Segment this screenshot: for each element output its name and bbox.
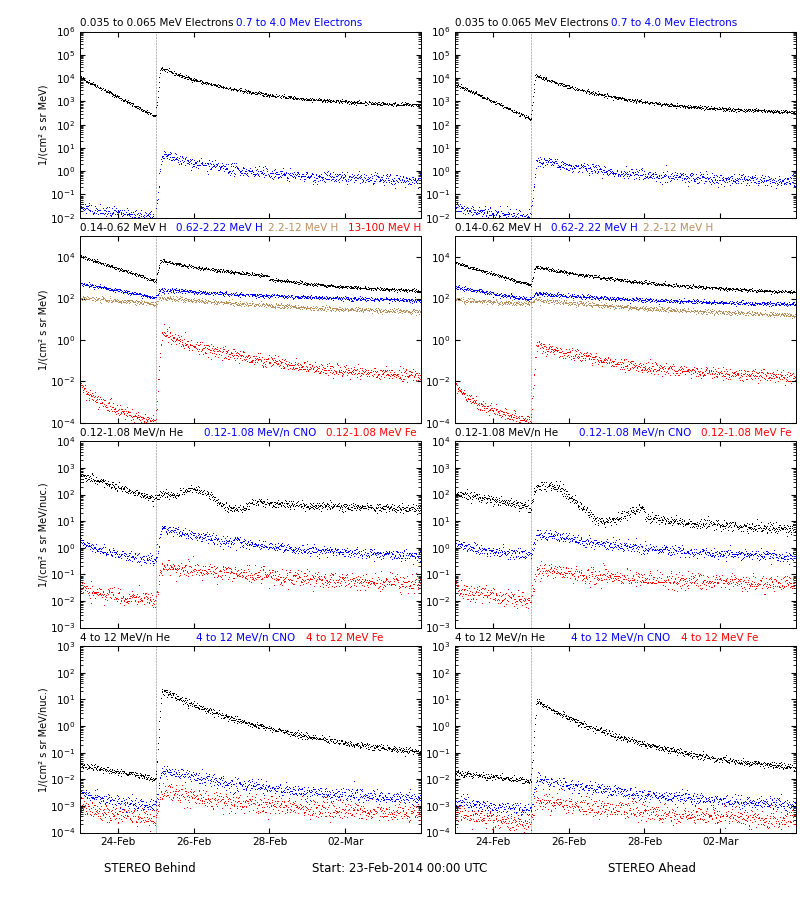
Text: 13-100 MeV H: 13-100 MeV H	[348, 223, 422, 233]
Text: 0.12-1.08 MeV Fe: 0.12-1.08 MeV Fe	[326, 428, 417, 437]
Y-axis label: 1/(cm² s sr MeV/nuc.): 1/(cm² s sr MeV/nuc.)	[38, 687, 48, 792]
Text: 4 to 12 MeV/n He: 4 to 12 MeV/n He	[80, 633, 170, 643]
Y-axis label: 1/(cm² s sr MeV): 1/(cm² s sr MeV)	[38, 289, 48, 370]
Text: Start: 23-Feb-2014 00:00 UTC: Start: 23-Feb-2014 00:00 UTC	[312, 862, 488, 875]
Text: 4 to 12 MeV Fe: 4 to 12 MeV Fe	[306, 633, 384, 643]
Text: 0.7 to 4.0 Mev Electrons: 0.7 to 4.0 Mev Electrons	[611, 18, 738, 28]
Text: 0.12-1.08 MeV Fe: 0.12-1.08 MeV Fe	[702, 428, 792, 437]
Text: 0.12-1.08 MeV/n CNO: 0.12-1.08 MeV/n CNO	[579, 428, 691, 437]
Y-axis label: 1/(cm² s sr MeV): 1/(cm² s sr MeV)	[38, 85, 48, 165]
Text: 2.2-12 MeV H: 2.2-12 MeV H	[643, 223, 714, 233]
Text: 4 to 12 MeV/n CNO: 4 to 12 MeV/n CNO	[196, 633, 295, 643]
Text: 0.62-2.22 MeV H: 0.62-2.22 MeV H	[551, 223, 638, 233]
Text: 0.14-0.62 MeV H: 0.14-0.62 MeV H	[455, 223, 542, 233]
Text: 0.035 to 0.065 MeV Electrons: 0.035 to 0.065 MeV Electrons	[80, 18, 234, 28]
Text: 0.12-1.08 MeV/n He: 0.12-1.08 MeV/n He	[455, 428, 558, 437]
Text: 4 to 12 MeV/n He: 4 to 12 MeV/n He	[455, 633, 545, 643]
Text: 4 to 12 MeV/n CNO: 4 to 12 MeV/n CNO	[571, 633, 670, 643]
Text: 0.035 to 0.065 MeV Electrons: 0.035 to 0.065 MeV Electrons	[455, 18, 609, 28]
Text: 0.12-1.08 MeV/n He: 0.12-1.08 MeV/n He	[80, 428, 183, 437]
Text: 0.62-2.22 MeV H: 0.62-2.22 MeV H	[176, 223, 262, 233]
Text: 0.7 to 4.0 Mev Electrons: 0.7 to 4.0 Mev Electrons	[236, 18, 362, 28]
Y-axis label: 1/(cm² s sr MeV/nuc.): 1/(cm² s sr MeV/nuc.)	[38, 482, 48, 587]
Text: 0.12-1.08 MeV/n CNO: 0.12-1.08 MeV/n CNO	[204, 428, 316, 437]
Text: 2.2-12 MeV H: 2.2-12 MeV H	[268, 223, 338, 233]
Text: STEREO Behind: STEREO Behind	[104, 862, 196, 875]
Text: 4 to 12 MeV Fe: 4 to 12 MeV Fe	[682, 633, 759, 643]
Text: 0.14-0.62 MeV H: 0.14-0.62 MeV H	[80, 223, 166, 233]
Text: STEREO Ahead: STEREO Ahead	[608, 862, 696, 875]
